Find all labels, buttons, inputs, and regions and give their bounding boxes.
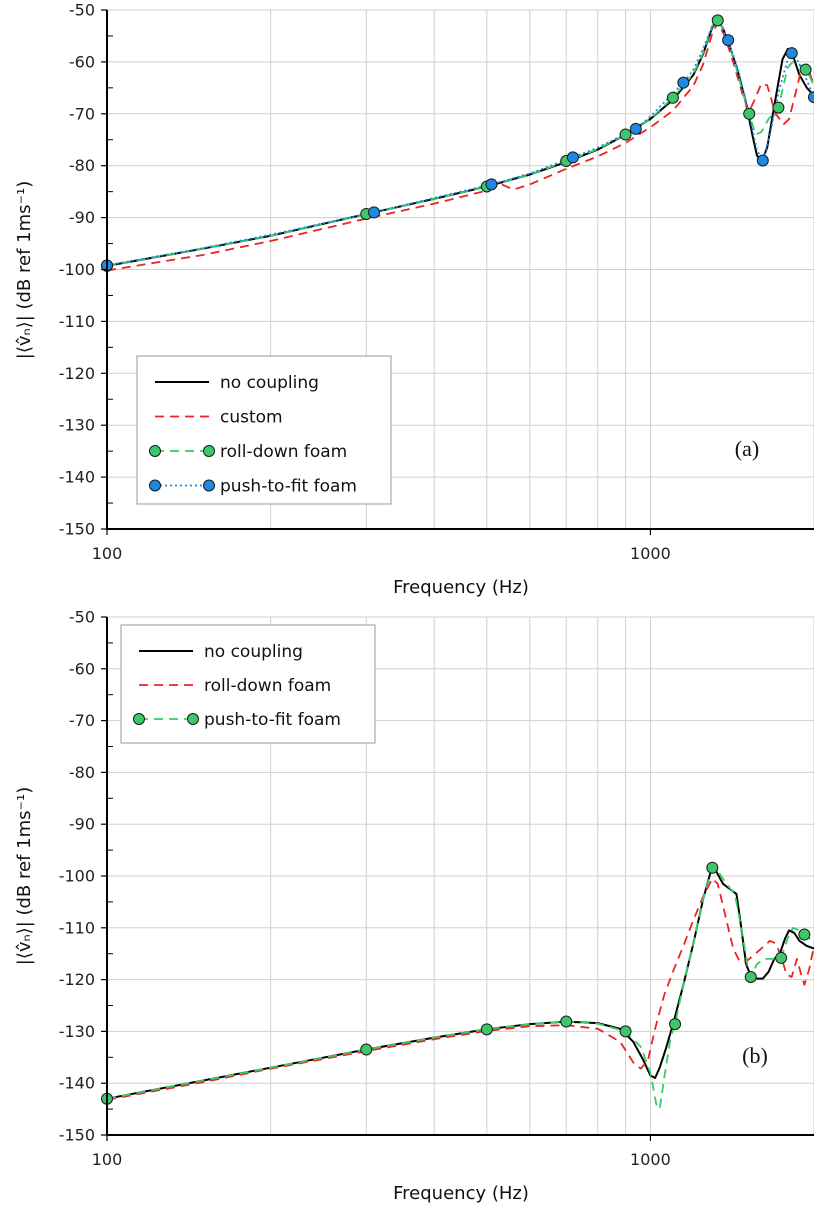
data-point xyxy=(619,128,632,141)
legend-label: roll-down foam xyxy=(220,442,347,462)
data-point xyxy=(629,122,642,135)
legend-label: roll-down foam xyxy=(204,676,331,696)
gridlines xyxy=(106,9,814,530)
data-point xyxy=(566,151,579,164)
y-tick-label: -80 xyxy=(69,763,95,782)
data-point xyxy=(485,178,498,191)
y-tick-label: -130 xyxy=(59,1022,95,1041)
legend-box xyxy=(136,355,392,505)
chart-panel-a: -50 -60 -70 -80 -90 -100 -110 -120 -130 -140 -150 1… xyxy=(14,1,814,598)
data-point xyxy=(666,91,679,104)
markers-push-to-fit-foam xyxy=(101,34,814,272)
data-point xyxy=(808,91,814,104)
data-point xyxy=(480,1023,493,1036)
x-axis-title: Frequency (Hz) xyxy=(393,1183,529,1204)
chart-panel-b: -50 -60 -70 -80 -90 -100 -110 -120 -130 -140 -150 1… xyxy=(14,608,814,1204)
legend-marker xyxy=(203,445,215,457)
data-point xyxy=(743,107,756,120)
legend-marker xyxy=(149,479,161,492)
x-tick-label: 1000 xyxy=(630,544,671,563)
data-point xyxy=(775,951,788,964)
panel-label: (a) xyxy=(735,436,759,461)
data-point xyxy=(722,34,735,47)
series-lines xyxy=(101,861,814,1110)
data-point xyxy=(677,76,690,89)
y-tick-label: -90 xyxy=(69,815,95,834)
x-tick-label: 100 xyxy=(92,544,123,563)
y-axis-title: |⟨v̂ₙ⟩| (dB ref 1ms⁻¹) xyxy=(14,181,35,359)
data-point xyxy=(711,14,724,27)
series-line-roll-down-foam xyxy=(106,19,814,267)
y-tick-label: -130 xyxy=(59,416,95,435)
legend-marker xyxy=(133,713,145,725)
legend-marker xyxy=(149,445,161,457)
series-line-push-to-fit-foam xyxy=(106,19,814,267)
y-tick-label: -110 xyxy=(59,918,95,937)
data-point xyxy=(368,206,381,219)
legend-marker xyxy=(203,479,215,492)
x-tick-label: 1000 xyxy=(630,1150,671,1169)
legend-label: push-to-fit foam xyxy=(204,710,341,730)
data-point xyxy=(798,928,811,941)
data-point xyxy=(785,47,798,60)
legend-marker xyxy=(187,713,199,725)
markers-roll-down-foam xyxy=(101,14,812,272)
legend-label: push-to-fit foam xyxy=(220,477,357,497)
y-tick-label: -80 xyxy=(69,156,95,175)
legend: no coupling custom roll-down foam push-to-f… xyxy=(136,355,392,505)
markers-push-to-fit-foam xyxy=(101,861,811,1105)
legend-label: no coupling xyxy=(204,642,303,662)
data-point xyxy=(756,154,769,167)
data-point xyxy=(669,1018,682,1031)
legend: no coupling roll-down foam push-to-fit foa… xyxy=(120,624,376,744)
series-lines xyxy=(101,14,814,272)
data-point xyxy=(560,1015,573,1028)
y-tick-label: -150 xyxy=(59,1126,95,1145)
y-tick-label: -60 xyxy=(69,52,95,71)
y-tick-label: -70 xyxy=(69,104,95,123)
y-tick-label: -100 xyxy=(59,867,95,886)
y-tick-label: -50 xyxy=(69,608,95,627)
data-point xyxy=(360,1043,373,1056)
legend-box xyxy=(120,624,376,744)
legend-label: custom xyxy=(220,408,283,428)
y-tick-label: -150 xyxy=(59,520,95,539)
y-tick-label: -100 xyxy=(59,260,95,279)
y-tick-label: -70 xyxy=(69,711,95,730)
y-tick-label: -90 xyxy=(69,208,95,227)
data-point xyxy=(744,971,757,984)
y-tick-label: -140 xyxy=(59,468,95,487)
x-axis-title: Frequency (Hz) xyxy=(393,577,529,598)
y-tick-label: -120 xyxy=(59,364,95,383)
data-point xyxy=(772,101,785,114)
x-tick-label: 100 xyxy=(92,1150,123,1169)
y-tick-label: -50 xyxy=(69,1,95,20)
y-tick-label: -120 xyxy=(59,970,95,989)
data-point xyxy=(706,861,719,874)
legend-label: no coupling xyxy=(220,373,319,393)
y-axis-title: |⟨v̂ₙ⟩| (dB ref 1ms⁻¹) xyxy=(14,787,35,965)
y-tick-label: -140 xyxy=(59,1074,95,1093)
data-point xyxy=(799,63,812,76)
y-tick-label: -110 xyxy=(59,312,95,331)
panel-label: (b) xyxy=(742,1043,768,1068)
y-tick-label: -60 xyxy=(69,659,95,678)
data-point xyxy=(619,1025,632,1038)
